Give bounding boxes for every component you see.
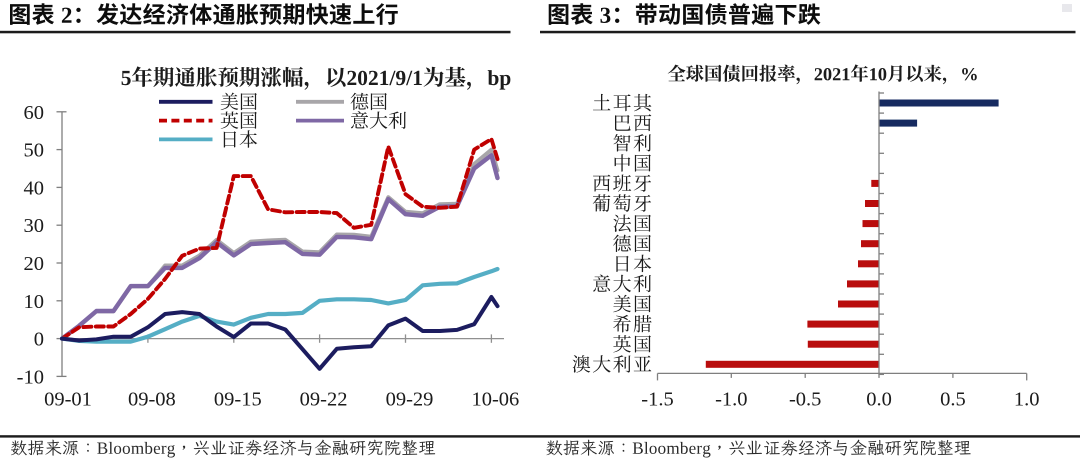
svg-text:09-15: 09-15 — [214, 389, 262, 411]
svg-text:30: 30 — [24, 215, 45, 237]
svg-text:-1.5: -1.5 — [641, 389, 673, 411]
svg-text:1.0: 1.0 — [1014, 389, 1040, 411]
svg-text:0: 0 — [34, 329, 44, 351]
svg-text:09-22: 09-22 — [300, 389, 348, 411]
svg-text:09-29: 09-29 — [386, 389, 434, 411]
svg-text:-0.5: -0.5 — [789, 389, 821, 411]
svg-text:0.5: 0.5 — [940, 389, 966, 411]
svg-text:20: 20 — [24, 253, 45, 275]
svg-text:-1.0: -1.0 — [715, 389, 747, 411]
svg-text:10-06: 10-06 — [471, 389, 519, 411]
svg-text:0.0: 0.0 — [866, 389, 892, 411]
svg-text:40: 40 — [24, 177, 45, 199]
svg-text:60: 60 — [24, 102, 45, 124]
svg-text:-10: -10 — [17, 366, 44, 388]
svg-text:10: 10 — [24, 291, 45, 313]
svg-text:09-01: 09-01 — [44, 389, 92, 411]
svg-text:50: 50 — [24, 140, 45, 162]
svg-text:09-08: 09-08 — [128, 389, 176, 411]
